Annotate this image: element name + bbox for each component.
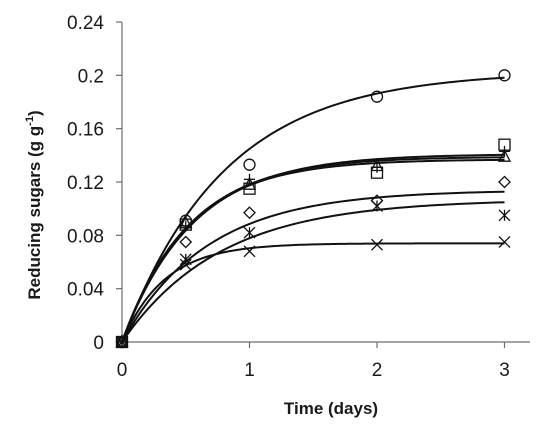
fit-curve-triangle <box>121 158 505 343</box>
data-point-diamond <box>179 235 193 249</box>
data-point-circle <box>498 69 511 82</box>
data-point-cross <box>371 238 383 251</box>
fit-curve-plus <box>121 156 505 343</box>
y-tick-label: 0 <box>93 333 104 354</box>
data-point-cross <box>179 258 192 271</box>
y-tick-label: 0.16 <box>67 120 104 141</box>
fit-curve-cross <box>121 242 505 343</box>
data-point-triangle <box>370 158 384 172</box>
fit-curve-circle <box>121 76 505 343</box>
fit-curve-square <box>121 153 505 343</box>
data-point-triangle <box>242 176 257 190</box>
data-point-triangle <box>497 148 512 162</box>
y-axis-title-close: ) <box>25 110 44 116</box>
data-point-cross <box>116 336 128 348</box>
y-tick-label: 0.24 <box>67 13 104 34</box>
x-tick-label: 3 <box>499 360 510 381</box>
y-axis-title-superscript: -1 <box>24 116 36 126</box>
fit-curves <box>121 76 505 343</box>
x-tick-label: 2 <box>372 360 383 381</box>
data-markers <box>115 69 512 349</box>
x-tick-label: 1 <box>244 360 255 381</box>
x-axis-title: Time (days) <box>284 399 378 418</box>
y-tick-label: 0.12 <box>67 173 104 194</box>
data-point-plus <box>180 220 192 232</box>
data-point-cross <box>243 245 256 258</box>
y-axis-title-main: Reducing sugars (g g <box>25 126 44 300</box>
data-point-diamond <box>243 206 256 220</box>
data-point-asterisk <box>498 209 511 222</box>
y-tick-label: 0.04 <box>67 280 104 301</box>
data-point-diamond <box>498 175 511 189</box>
y-axis-title: Reducing sugars (g g-1) <box>24 110 44 299</box>
data-point-triangle <box>179 215 193 229</box>
y-tick-label: 0.08 <box>67 226 104 247</box>
fit-curve-asterisk <box>121 201 505 343</box>
data-point-asterisk <box>179 253 192 266</box>
y-tick-label: 0.2 <box>78 66 104 87</box>
data-point-cross <box>498 236 511 248</box>
x-tick-label: 0 <box>117 360 128 381</box>
data-point-circle <box>243 158 256 171</box>
axes <box>121 22 530 343</box>
data-point-asterisk <box>371 200 383 212</box>
data-point-asterisk <box>243 226 256 239</box>
fit-curve-diamond <box>121 190 505 343</box>
data-point-circle <box>370 90 384 103</box>
tick-group: 0 0.04 0.08 0.12 0.16 0.2 0.24 0 1 2 3 <box>67 13 510 381</box>
